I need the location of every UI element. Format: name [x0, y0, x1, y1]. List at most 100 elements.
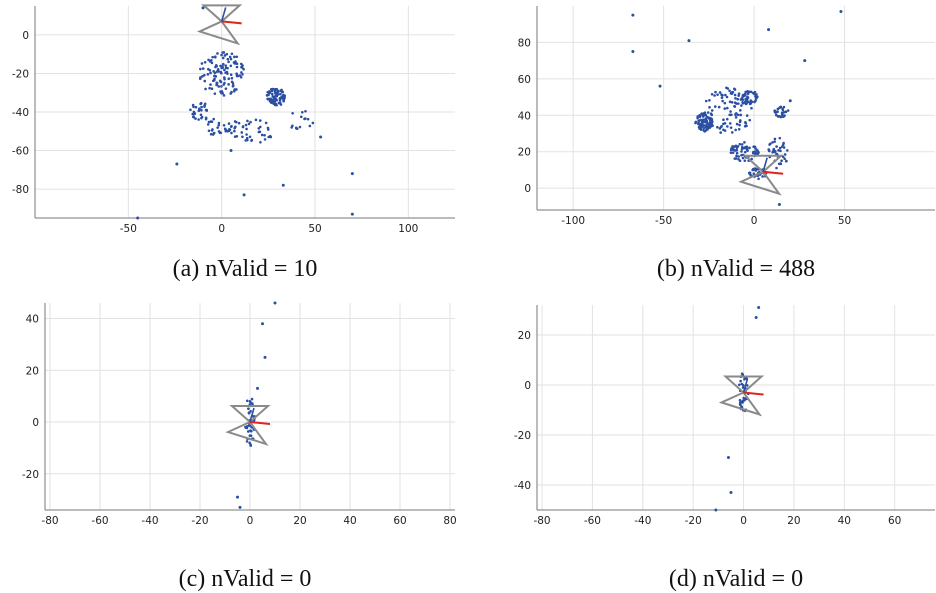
- data-point: [753, 150, 757, 153]
- data-point: [698, 126, 701, 130]
- data-point: [740, 145, 744, 149]
- data-point: [204, 108, 208, 112]
- data-point: [773, 150, 777, 154]
- data-point: [229, 73, 233, 77]
- data-point: [233, 129, 236, 133]
- data-point: [718, 91, 722, 94]
- data-point: [350, 212, 354, 216]
- data-point: [714, 508, 718, 512]
- data-point: [201, 6, 205, 10]
- data-point: [706, 128, 709, 131]
- y-tick-label: 0: [524, 183, 531, 195]
- data-point: [708, 106, 711, 109]
- data-point: [197, 118, 200, 121]
- camera-axis-z: [742, 378, 749, 393]
- data-point: [757, 151, 760, 154]
- data-point: [726, 125, 729, 128]
- data-point: [301, 110, 304, 114]
- data-point: [200, 108, 203, 112]
- data-point: [273, 94, 277, 98]
- data-point: [767, 148, 771, 152]
- data-point: [724, 93, 727, 97]
- data-point: [218, 79, 222, 83]
- x-tick-label: 0: [218, 223, 225, 235]
- camera-frustum-top: [742, 154, 784, 174]
- x-tick-label: 50: [308, 223, 321, 235]
- data-point: [248, 441, 251, 445]
- data-point: [228, 55, 232, 59]
- data-point: [200, 105, 203, 109]
- x-tick-label: 20: [787, 515, 800, 527]
- data-point: [240, 131, 244, 134]
- data-point: [221, 56, 225, 60]
- x-tick-label: 60: [393, 515, 406, 527]
- data-point: [780, 159, 783, 163]
- data-point: [720, 96, 724, 100]
- data-point: [736, 145, 740, 148]
- data-point: [748, 118, 752, 122]
- data-point: [220, 53, 223, 57]
- data-point: [263, 138, 267, 141]
- data-point: [778, 136, 782, 140]
- data-point: [729, 491, 733, 494]
- data-point: [716, 93, 719, 96]
- data-point: [767, 28, 771, 32]
- x-tick-label: -40: [141, 515, 158, 527]
- data-point: [761, 175, 764, 178]
- data-point: [750, 106, 753, 110]
- data-point: [721, 99, 724, 103]
- data-point: [266, 126, 270, 130]
- y-tick-label: 20: [26, 365, 39, 377]
- data-point: [752, 172, 756, 175]
- data-point: [240, 71, 243, 74]
- x-tick-label: 50: [838, 215, 851, 227]
- x-tick-label: -100: [561, 215, 585, 227]
- data-point: [229, 64, 233, 68]
- data-point: [739, 98, 743, 101]
- data-point: [738, 142, 742, 146]
- data-point: [753, 145, 757, 149]
- data-point: [229, 92, 232, 95]
- data-point: [223, 68, 226, 72]
- data-point: [260, 133, 264, 137]
- y-tick-label: -40: [12, 107, 29, 119]
- data-point: [291, 111, 294, 115]
- data-point: [740, 104, 743, 107]
- data-point: [700, 120, 704, 124]
- data-point: [226, 57, 230, 61]
- data-point: [738, 398, 742, 402]
- data-point: [706, 125, 710, 129]
- data-point: [725, 95, 729, 99]
- data-point: [744, 90, 747, 94]
- data-point: [224, 87, 228, 90]
- data-point: [273, 99, 277, 103]
- data-point: [744, 145, 747, 149]
- y-tick-label: 80: [518, 37, 531, 49]
- data-point: [739, 379, 742, 383]
- camera-frustum-top: [201, 4, 243, 23]
- data-point: [241, 73, 244, 76]
- data-point: [743, 124, 747, 128]
- data-point: [232, 61, 236, 64]
- data-point: [235, 74, 239, 78]
- data-point: [776, 110, 779, 114]
- data-point: [773, 137, 777, 141]
- data-point: [200, 62, 204, 65]
- data-point: [222, 94, 226, 97]
- y-tick-label: 60: [518, 74, 531, 86]
- data-point: [803, 59, 807, 63]
- data-point: [211, 128, 214, 131]
- data-point: [702, 128, 705, 132]
- data-point: [718, 127, 722, 130]
- y-tick-label: 0: [524, 380, 531, 392]
- data-point: [229, 57, 233, 61]
- data-point: [731, 151, 735, 154]
- data-point: [245, 133, 248, 136]
- data-point: [839, 9, 843, 13]
- data-point: [241, 64, 244, 67]
- data-point: [191, 112, 194, 116]
- data-point: [786, 149, 789, 152]
- data-point: [710, 118, 714, 121]
- data-point: [247, 407, 250, 411]
- camera-frustum-top: [229, 405, 271, 424]
